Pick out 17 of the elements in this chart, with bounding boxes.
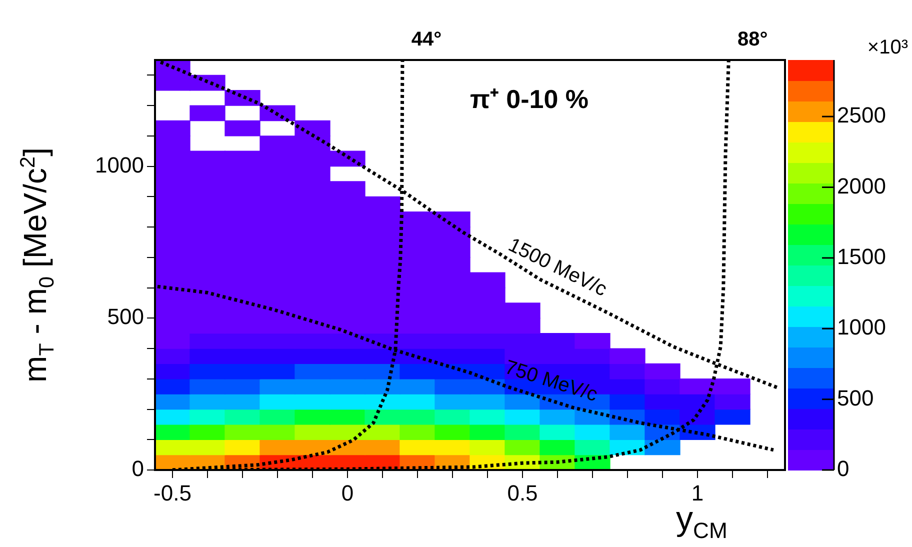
x-tick-label: 0 — [341, 480, 354, 506]
series-label: 88° — [738, 28, 768, 51]
text: 750 MeV/c — [502, 356, 600, 406]
y-tick-label: 500 — [107, 304, 144, 330]
text: π⁺ 0-10 % — [470, 83, 589, 116]
x-tick-label: -0.5 — [154, 480, 192, 506]
color-bar-label: 2500 — [837, 102, 886, 128]
color-bar-title: ×10³ — [867, 36, 908, 59]
series-label: 44° — [411, 28, 442, 51]
color-bar-label: 500 — [837, 385, 874, 410]
color-bar-label: 2000 — [837, 173, 886, 198]
color-bar-label: 0 — [837, 456, 850, 482]
y-tick-label: 0 — [132, 456, 144, 482]
color-bar-label: 1500 — [837, 244, 886, 269]
color-bar-label: 1000 — [837, 314, 886, 340]
y-tick-label: 1000 — [95, 152, 144, 178]
x-tick-label: 0.5 — [507, 480, 538, 506]
